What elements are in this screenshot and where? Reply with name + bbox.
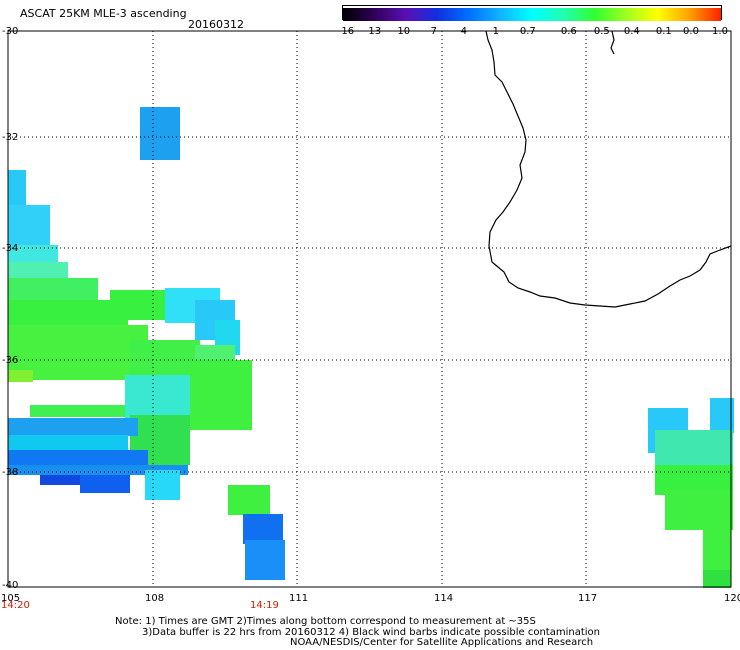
longitude-label: 120	[724, 593, 740, 604]
data-swaths	[8, 107, 734, 588]
swath-cell	[703, 570, 731, 588]
swath-cell	[665, 490, 733, 530]
australia-coastline	[485, 30, 732, 308]
longitude-label: 108	[145, 593, 165, 604]
swath-cell	[8, 170, 26, 210]
latitude-label: -30	[2, 26, 19, 37]
time-label: 14:19	[250, 600, 279, 611]
latitude-label: -38	[2, 467, 19, 478]
swath-cell	[110, 290, 170, 320]
time-label: 14:20	[1, 600, 30, 611]
swath-cell	[8, 370, 33, 382]
map-frame	[7, 30, 732, 588]
map-date: 20160312	[188, 18, 244, 31]
latitude-label: -40	[2, 580, 19, 591]
latitude-label: -32	[2, 132, 19, 143]
swath-cell	[80, 475, 130, 493]
swath-cell	[8, 465, 188, 475]
map-title: ASCAT 25KM MLE-3 ascending	[20, 7, 187, 20]
swath-cell	[710, 398, 734, 433]
latitude-label: -36	[2, 355, 19, 366]
swath-cell	[8, 278, 98, 303]
longitude-label: 111	[289, 593, 309, 604]
colorbar	[342, 5, 722, 21]
swath-cell	[8, 418, 138, 436]
swath-cell	[8, 435, 128, 453]
swath-cell	[8, 262, 68, 282]
swath-cell	[145, 470, 180, 500]
swath-cell	[125, 375, 200, 420]
swath-cell	[140, 107, 180, 160]
swath-cell	[228, 485, 270, 515]
swath-cell	[40, 475, 110, 485]
colorbar-gradient	[343, 8, 721, 21]
longitude-label: 117	[578, 593, 598, 604]
note-line-2: 3)Data buffer is 22 hrs from 20160312 4)…	[142, 626, 600, 638]
swath-cell	[190, 360, 252, 430]
swath-cell	[8, 205, 50, 250]
swath-cell	[30, 405, 125, 417]
longitude-label: 114	[434, 593, 454, 604]
coastline-fragment	[610, 30, 615, 55]
longitude-label: 105	[1, 593, 21, 604]
swath-cell	[703, 525, 731, 575]
note-line-1: Note: 1) Times are GMT 2)Times along bot…	[115, 616, 536, 627]
swath-cell	[243, 514, 283, 544]
swath-cell	[655, 430, 733, 470]
footnotes: Note: 1) Times are GMT 2)Times along bot…	[115, 616, 600, 649]
note-line-3: NOAA/NESDIS/Center for Satellite Applica…	[290, 637, 594, 648]
latitude-label: -34	[2, 243, 19, 254]
graticule	[8, 31, 731, 587]
swath-cell	[245, 540, 285, 580]
